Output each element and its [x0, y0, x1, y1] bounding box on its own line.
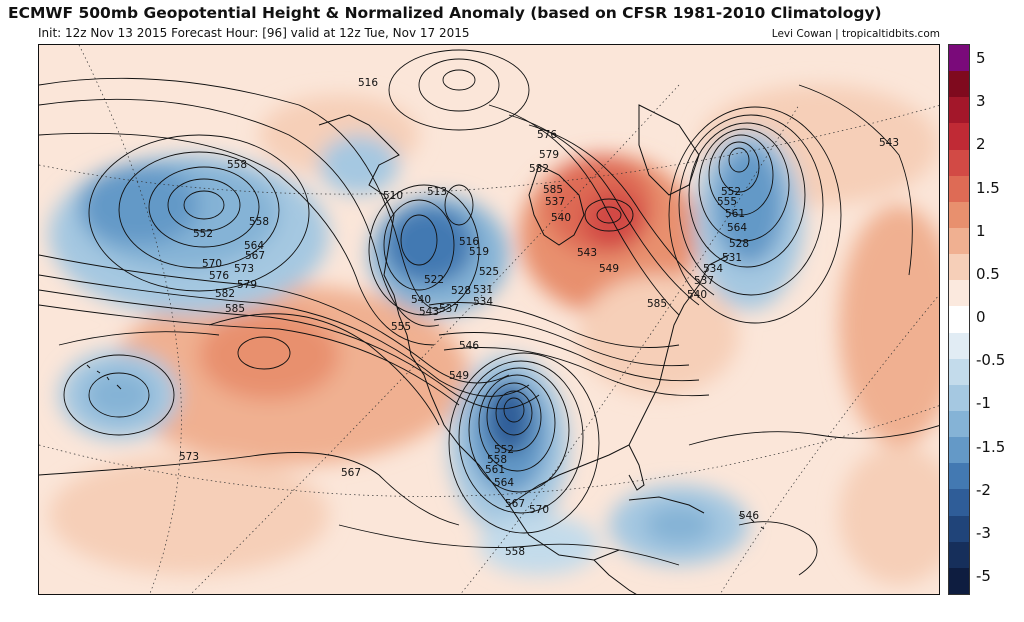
contour-label: 543 — [879, 137, 899, 149]
contour-label: 558 — [487, 454, 507, 466]
colorbar-segment — [949, 227, 969, 255]
colorbar-segment — [949, 384, 969, 411]
chart-title: ECMWF 500mb Geopotential Height & Normal… — [8, 4, 882, 22]
contour-label: 516 — [459, 236, 479, 248]
contour-label: 546 — [459, 340, 479, 352]
contour-label: 540 — [687, 289, 707, 301]
colorbar-tick-label: 0 — [976, 308, 986, 326]
contour-label: 531 — [473, 284, 493, 296]
colorbar-segment — [949, 437, 969, 464]
contour-label: 567 — [341, 467, 361, 479]
contour-label: 564 — [727, 222, 747, 234]
contour-label: 561 — [485, 464, 505, 476]
contour-label: 528 — [451, 285, 471, 297]
contour-label: 573 — [234, 263, 254, 275]
contour-label: 567 — [505, 498, 525, 510]
colorbar-segment — [949, 358, 969, 385]
contour-label: 540 — [551, 212, 571, 224]
contour-label: 537 — [545, 196, 565, 208]
colorbar-segment — [949, 123, 969, 150]
colorbar-tick-label: 3 — [976, 92, 986, 111]
map-panel: 516 558 558 552 564 567 570 573 576 579 … — [38, 44, 940, 595]
contour-label: 513 — [427, 186, 447, 198]
colorbar-segment — [949, 332, 969, 359]
contour-label: 543 — [419, 306, 439, 318]
contour-label: 567 — [245, 250, 265, 262]
map-canvas: 516 558 558 552 564 567 570 573 576 579 … — [39, 45, 939, 594]
contour-label: 558 — [227, 159, 247, 171]
contour-label: 552 — [193, 228, 213, 240]
coastlines — [86, 104, 765, 594]
contour-label: 519 — [469, 246, 489, 258]
contour-label: 516 — [358, 77, 378, 89]
contour-label: 522 — [424, 274, 444, 286]
contour-label: 558 — [505, 546, 525, 558]
colorbar-segment — [949, 254, 969, 281]
contour-label: 585 — [543, 184, 563, 196]
contour-label: 582 — [215, 288, 235, 300]
contour-label: 534 — [473, 296, 493, 308]
contour-label: 585 — [647, 298, 667, 310]
contour-label: 537 — [439, 303, 459, 315]
contour-label: 564 — [494, 477, 514, 489]
contour-label: 531 — [722, 252, 742, 264]
colorbar-segment — [949, 149, 969, 176]
height-contours — [39, 49, 939, 576]
colorbar-tick-label: 1 — [976, 221, 986, 240]
contour-label: 579 — [539, 149, 559, 161]
contour-label: 528 — [729, 238, 749, 250]
contour-label: 525 — [479, 266, 499, 278]
colorbar-tick-label: 2 — [976, 135, 986, 154]
contour-label: 564 — [244, 240, 264, 252]
contour-label: 561 — [725, 208, 745, 220]
credit-text: Levi Cowan | tropicaltidbits.com — [771, 28, 940, 40]
contour-label: 552 — [721, 186, 741, 198]
colorbar-segment — [949, 306, 969, 333]
contour-label: 576 — [537, 129, 557, 141]
colorbar — [948, 44, 970, 595]
colorbar-segment — [949, 45, 969, 72]
contour-label: 549 — [449, 370, 469, 382]
contour-label: 549 — [599, 263, 619, 275]
chart-subtitle: Init: 12z Nov 13 2015 Forecast Hour: [96… — [38, 26, 470, 40]
contour-label: 579 — [237, 279, 257, 291]
contour-label: 552 — [494, 444, 514, 456]
colorbar-segment — [949, 541, 969, 568]
colorbar-segment — [949, 71, 969, 98]
contour-label: 570 — [529, 504, 549, 516]
contour-label: 582 — [529, 163, 549, 175]
contour-labels: 516 558 558 552 564 567 570 573 576 579 … — [179, 77, 899, 558]
colorbar-tick-label: -1.5 — [976, 437, 1006, 456]
colorbar-segment — [949, 463, 969, 490]
contour-label: 546 — [739, 510, 759, 522]
contour-label: 570 — [202, 258, 222, 270]
contour-label: 576 — [209, 270, 229, 282]
contour-label: 543 — [577, 247, 597, 259]
colorbar-segment — [949, 567, 969, 594]
colorbar-tick-label: -0.5 — [976, 351, 1006, 370]
contour-label: 540 — [411, 294, 431, 306]
colorbar-tick-label: -1 — [976, 394, 991, 413]
contour-label: 558 — [249, 216, 269, 228]
colorbar-segment — [949, 489, 969, 516]
colorbar-tick-label: 0.5 — [976, 264, 1000, 283]
colorbar-segment — [949, 201, 969, 228]
colorbar-tick-label: 5 — [976, 49, 986, 67]
colorbar-tick-label: -3 — [976, 523, 991, 542]
colorbar-tick-label: -5 — [976, 567, 991, 585]
colorbar-segment — [949, 515, 969, 542]
contour-label: 510 — [383, 190, 403, 202]
contour-label: 555 — [717, 196, 737, 208]
contour-label: 555 — [391, 321, 411, 333]
contour-label: 573 — [179, 451, 199, 463]
colorbar-segment — [949, 175, 969, 202]
colorbar-segment — [949, 410, 969, 438]
colorbar-segment — [949, 97, 969, 124]
contour-label: 537 — [694, 275, 714, 287]
colorbar-tick-label: 1.5 — [976, 178, 1000, 197]
colorbar-segment — [949, 280, 969, 307]
colorbar-tick-label: -2 — [976, 480, 991, 499]
contour-label: 585 — [225, 303, 245, 315]
contour-label: 534 — [703, 263, 723, 275]
